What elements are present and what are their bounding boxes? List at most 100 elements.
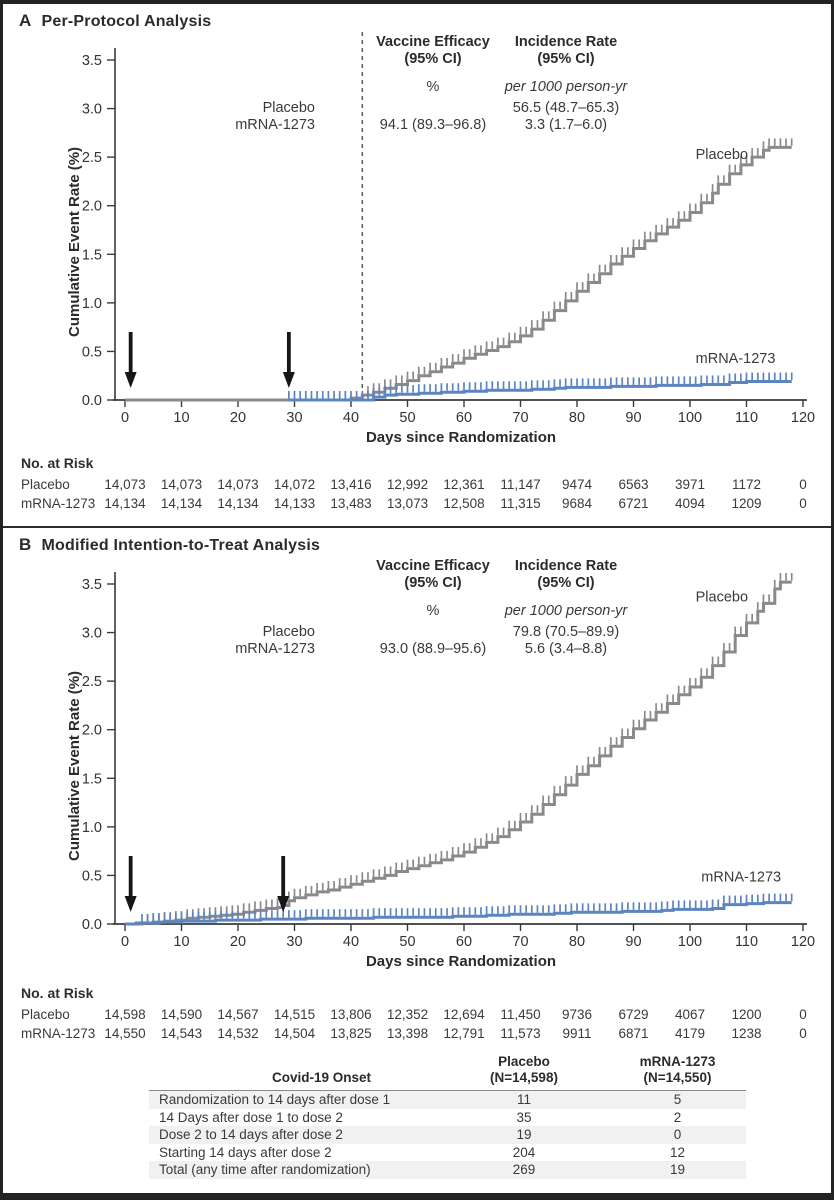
- panel-a-title-text: Per-Protocol Analysis: [41, 13, 212, 30]
- x-tick-label: 110: [735, 410, 758, 426]
- y-tick-label: 0.5: [82, 868, 102, 884]
- onset-row: Randomization to 14 days after dose 1 11 5: [149, 1091, 746, 1109]
- ve-header-ci: (95% CI): [404, 51, 461, 67]
- onset-mrna-value: 0: [673, 1127, 682, 1142]
- y-tick-label: 1.0: [82, 296, 102, 312]
- x-tick-label: 30: [286, 410, 302, 426]
- onset-mrna-value: 5: [673, 1092, 682, 1107]
- censor-ticks: [288, 372, 793, 399]
- x-tick-label: 70: [512, 410, 528, 426]
- y-tick-label: 0.0: [82, 393, 102, 409]
- no-at-risk-value: 1238: [731, 1026, 762, 1041]
- no-at-risk-value: 12,791: [443, 1026, 485, 1041]
- no-at-risk-value: 11,573: [500, 1026, 541, 1041]
- x-tick-label: 40: [343, 934, 359, 950]
- dose-arrow-icon: [277, 856, 290, 912]
- no-at-risk-value: 3971: [674, 477, 706, 492]
- no-at-risk-value: 13,398: [386, 1026, 429, 1041]
- panel-mitt: B Modified Intention-to-Treat Analysis 0.…: [3, 528, 831, 1193]
- no-at-risk-value: 0: [799, 1007, 807, 1022]
- ve-unit: %: [427, 603, 440, 619]
- ir-unit: per 1000 person-yr: [504, 79, 629, 95]
- mrna-1273-curve: [125, 901, 792, 926]
- onset-mrna-value: 19: [669, 1162, 686, 1177]
- no-at-risk-value: 0: [799, 477, 807, 492]
- ir-unit: per 1000 person-yr: [504, 603, 629, 619]
- onset-row: Dose 2 to 14 days after dose 2 19 0: [149, 1126, 746, 1144]
- panel-b-title: B Modified Intention-to-Treat Analysis: [19, 535, 320, 555]
- panel-b-title-text: Modified Intention-to-Treat Analysis: [41, 537, 321, 554]
- no-at-risk-value: 1209: [731, 496, 762, 511]
- no-at-risk-value: 9911: [562, 1026, 592, 1041]
- censor-ticks: [367, 138, 793, 394]
- no-at-risk-value: 13,806: [330, 1007, 372, 1022]
- no-at-risk-b: No. at Risk Placebo 14,598 14,590 14,567 14,…: [3, 985, 831, 1053]
- y-tick-label: 3.0: [82, 102, 102, 118]
- x-tick-label: 120: [791, 934, 815, 950]
- x-tick-label: 60: [456, 934, 472, 950]
- onset-row: Total (any time after randomization) 269 1…: [149, 1161, 746, 1179]
- y-tick-label: 2.0: [82, 199, 102, 215]
- ir-value: 79.8 (70.5–89.9): [513, 624, 619, 640]
- no-at-risk-row-label: Placebo: [21, 477, 70, 492]
- covid-onset-table-header: Covid-19 Onset Placebo (N=14,598) mRNA-1…: [149, 1054, 746, 1091]
- no-at-risk-value: 12,508: [443, 496, 485, 511]
- panel-per-protocol: A Per-Protocol Analysis 0.0 0.5 1.0 1.5 2.0 2.…: [3, 4, 831, 528]
- onset-row-label: Total (any time after randomization): [159, 1162, 371, 1177]
- no-at-risk-value: 0: [799, 1026, 807, 1041]
- y-tick-label: 3.5: [82, 577, 102, 593]
- no-at-risk-a-header: No. at Risk: [21, 455, 94, 471]
- x-tick-label: 10: [173, 410, 189, 426]
- onset-row: Starting 14 days after dose 2 204 12: [149, 1144, 746, 1162]
- onset-mrna-value: 2: [673, 1109, 682, 1125]
- ve-unit: %: [427, 79, 440, 95]
- x-tick-label: 50: [399, 410, 415, 426]
- x-tick-label: 70: [512, 934, 528, 950]
- dose-arrow-icon: [282, 332, 295, 388]
- y-tick-label: 1.0: [82, 820, 102, 836]
- x-tick-label: 90: [625, 934, 641, 950]
- no-at-risk-value: 4179: [674, 1026, 706, 1041]
- no-at-risk-value: 12,361: [443, 477, 485, 492]
- no-at-risk-value: 11,315: [500, 496, 541, 511]
- x-tick-label: 0: [121, 410, 129, 426]
- y-tick-label: 0.5: [82, 344, 102, 360]
- no-at-risk-value: 14,543: [160, 1026, 203, 1041]
- stats-row-label: Placebo: [263, 100, 315, 116]
- no-at-risk-value: 4094: [674, 496, 706, 511]
- panel-b-letter: B: [19, 535, 32, 554]
- covid-onset-table: Covid-19 Onset Placebo (N=14,598) mRNA-1…: [149, 1054, 746, 1179]
- placebo-curve: [125, 145, 792, 402]
- x-tick-label: 0: [121, 934, 129, 950]
- no-at-risk-value: 13,073: [386, 496, 429, 511]
- dose-arrow-icon: [124, 856, 137, 912]
- no-at-risk-value: 6871: [618, 1026, 649, 1041]
- ve-header: Vaccine Efficacy: [376, 558, 490, 574]
- ir-value: 56.5 (48.7–65.3): [513, 100, 619, 116]
- no-at-risk-value: 9474: [561, 477, 593, 492]
- ir-header-ci: (95% CI): [537, 575, 594, 591]
- no-at-risk-value: 13,825: [330, 1026, 372, 1041]
- y-tick-label: 1.5: [82, 247, 102, 263]
- ir-value: 3.3 (1.7–6.0): [525, 117, 607, 133]
- onset-row-label: Randomization to 14 days after dose 1: [159, 1092, 391, 1107]
- no-at-risk-value: 9736: [561, 1007, 593, 1022]
- series-label: mRNA-1273: [696, 351, 776, 367]
- onset-placebo-value: 35: [516, 1109, 532, 1125]
- censor-ticks: [141, 893, 793, 922]
- no-at-risk-row: mRNA-1273 14,134 14,134 14,134 14,133 13,483 1…: [3, 496, 831, 515]
- no-at-risk-a: No. at Risk Placebo 14,073 14,073 14,073 14,…: [3, 455, 831, 523]
- no-at-risk-value: 6563: [618, 477, 649, 492]
- no-at-risk-value: 14,073: [104, 477, 146, 492]
- onset-header-placebo: Placebo (N=14,598): [490, 1054, 558, 1085]
- no-at-risk-value: 14,515: [273, 1007, 316, 1022]
- no-at-risk-value: 9684: [561, 496, 593, 511]
- x-axis-title: Days since Randomization: [366, 953, 556, 970]
- no-at-risk-value: 14,590: [160, 1007, 203, 1022]
- y-axis-title: Cumulative Event Rate (%): [66, 671, 83, 861]
- ir-value: 5.6 (3.4–8.8): [525, 641, 607, 657]
- no-at-risk-value: 12,992: [386, 477, 429, 492]
- series-label: Placebo: [696, 147, 748, 163]
- x-tick-label: 100: [678, 410, 702, 426]
- x-tick-label: 20: [230, 410, 246, 426]
